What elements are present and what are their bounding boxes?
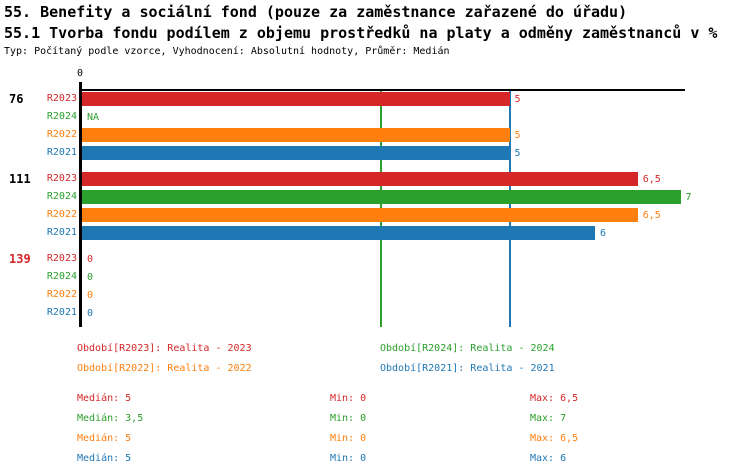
row-series-label: R2022 xyxy=(46,289,77,300)
stat-median-r2021: Medián: 5 xyxy=(77,453,132,464)
y-axis-line xyxy=(79,82,82,327)
bar-value-label: 6,5 xyxy=(642,174,661,185)
legend-item-r2024: Období[R2024]: Realita - 2024 xyxy=(380,343,555,354)
bar-value-label: 0 xyxy=(87,254,94,265)
row-series-label: R2021 xyxy=(46,147,77,158)
bar-value-label: 6,5 xyxy=(642,210,661,221)
legend-item-r2021: Období[R2021]: Realita - 2021 xyxy=(380,363,555,374)
bar-76-r2023 xyxy=(82,92,510,106)
row-series-label: R2022 xyxy=(46,129,77,140)
bar-value-label: 6 xyxy=(600,228,607,239)
bar-value-label: 5 xyxy=(514,148,521,159)
bar-value-label: 0 xyxy=(87,290,94,301)
row-series-label: R2023 xyxy=(46,173,77,184)
row-series-label: R2023 xyxy=(46,93,77,104)
stat-max-r2023: Max: 6,5 xyxy=(530,393,579,404)
bar-111-r2021 xyxy=(82,226,595,240)
stat-min-r2021: Min: 0 xyxy=(330,453,367,464)
bar-value-label: NA xyxy=(87,112,100,123)
bar-chart: 0 76 R2023 5 R2024 NA R2022 5 R2021 5 111 R2023 6,5… xyxy=(9,68,692,327)
stat-max-r2021: Max: 6 xyxy=(530,453,567,464)
bar-111-r2022 xyxy=(82,208,638,222)
chart-meta-info: Typ: Počítaný podle vzorce, Vyhodnocení:… xyxy=(4,46,450,57)
stat-median-r2024: Medián: 3,5 xyxy=(77,413,144,424)
stat-min-r2022: Min: 0 xyxy=(330,433,367,444)
bar-value-label: 0 xyxy=(87,272,94,283)
row-series-label: R2023 xyxy=(46,253,77,264)
stat-min-r2023: Min: 0 xyxy=(330,393,367,404)
bar-value-label: 5 xyxy=(514,130,521,141)
row-series-label: R2024 xyxy=(46,191,77,202)
stat-max-r2022: Max: 6,5 xyxy=(530,433,579,444)
group-label-139: 139 xyxy=(9,252,31,266)
row-series-label: R2021 xyxy=(46,227,77,238)
page-title: 55. Benefity a sociální fond (pouze za z… xyxy=(4,3,628,21)
group-label-111: 111 xyxy=(9,172,31,186)
bar-111-r2024 xyxy=(82,190,681,204)
row-series-label: R2022 xyxy=(46,209,77,220)
x-axis-line xyxy=(82,89,685,91)
bar-value-label: 5 xyxy=(514,94,521,105)
bar-76-r2021 xyxy=(82,146,510,160)
stat-min-r2024: Min: 0 xyxy=(330,413,367,424)
legend-item-r2022: Období[R2022]: Realita - 2022 xyxy=(77,363,252,374)
stat-median-r2022: Medián: 5 xyxy=(77,433,132,444)
group-label-76: 76 xyxy=(9,92,24,106)
stat-max-r2024: Max: 7 xyxy=(530,413,567,424)
bar-value-label: 0 xyxy=(87,308,94,319)
bar-111-r2023 xyxy=(82,172,638,186)
axis-zero-tick-label: 0 xyxy=(76,68,84,79)
row-series-label: R2021 xyxy=(46,307,77,318)
stat-median-r2023: Medián: 5 xyxy=(77,393,132,404)
bar-76-r2022 xyxy=(82,128,510,142)
page-subtitle: 55.1 Tvorba fondu podílem z objemu prost… xyxy=(4,24,718,42)
row-series-label: R2024 xyxy=(46,111,77,122)
legend-item-r2023: Období[R2023]: Realita - 2023 xyxy=(77,343,252,354)
row-series-label: R2024 xyxy=(46,271,77,282)
bar-value-label: 7 xyxy=(685,192,692,203)
